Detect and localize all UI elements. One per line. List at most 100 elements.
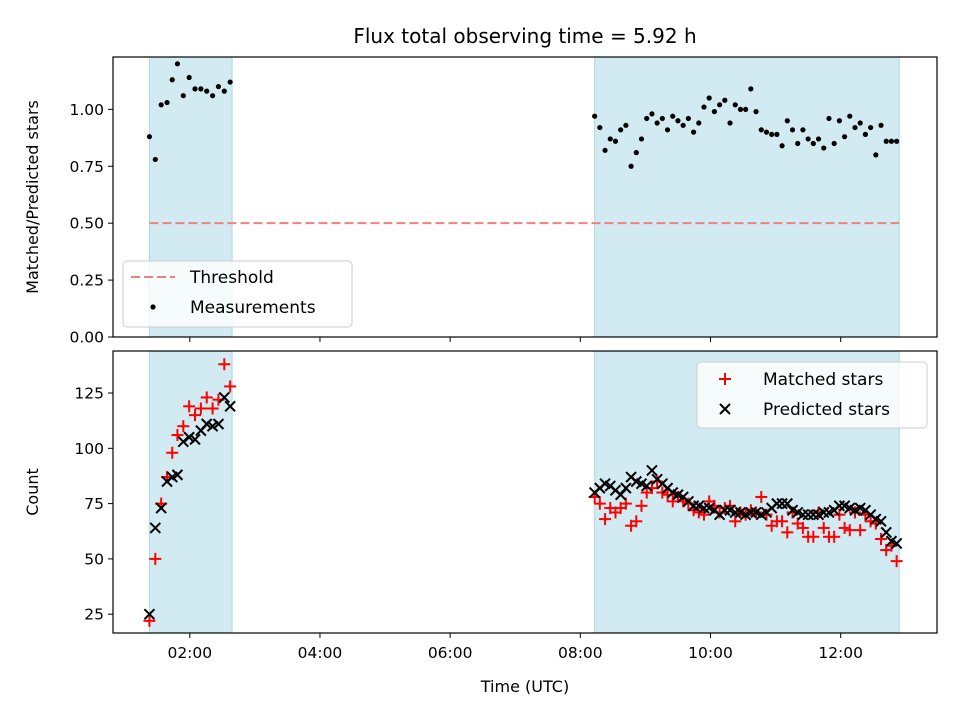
measurement-point <box>680 122 686 128</box>
measurement-point <box>737 106 744 112</box>
predicted-star-point <box>807 508 820 521</box>
measurement-point <box>649 111 655 117</box>
ratio-panel: 0.00 0.25 0.50 0.75 1.00 Matched/Predicted s… <box>23 56 938 347</box>
predicted-star-point <box>818 506 830 519</box>
matched-star-point <box>630 515 643 528</box>
measurement-point <box>675 118 681 124</box>
measurement-point <box>198 86 204 92</box>
measurement-point <box>633 150 639 156</box>
ratio-x-ticks <box>189 337 842 342</box>
measurement-point <box>146 134 153 140</box>
measurement-point <box>180 93 186 99</box>
measurement-point <box>722 97 728 103</box>
matched-star-point <box>875 533 888 545</box>
measurement-point <box>779 143 785 149</box>
matched-star-point <box>166 446 179 459</box>
measurement-point <box>743 106 749 112</box>
measurement-point <box>701 104 707 110</box>
measurement-point <box>664 127 671 133</box>
measurement-point <box>215 83 222 90</box>
predicted-star-point <box>880 526 892 539</box>
measurement-point <box>690 129 697 135</box>
matched-star-point <box>194 402 207 415</box>
x-tick-label: 02:00 <box>167 644 212 662</box>
y-tick-label: 100 <box>74 440 104 458</box>
measurement-point <box>654 120 660 126</box>
y-tick-label: 0.75 <box>69 158 104 176</box>
matched-star-point <box>843 524 856 537</box>
ratio-legend: Threshold Measurements <box>122 260 353 328</box>
measurement-point <box>602 147 608 153</box>
predicted-star-point <box>155 502 167 514</box>
measurement-point <box>623 122 629 128</box>
measurement-point <box>795 140 801 147</box>
measurement-point <box>706 95 712 101</box>
matched-legend-swatch <box>719 373 731 385</box>
measurement-point <box>821 145 827 151</box>
count-y-axis: 25 50 75 100 125 <box>74 385 113 624</box>
predicted-star-point <box>776 497 788 510</box>
observing-interval-2 <box>594 56 900 338</box>
measurement-point <box>748 86 754 92</box>
measurement-point <box>894 138 900 144</box>
matched-star-point <box>854 524 867 537</box>
count-points <box>143 358 903 627</box>
matched-star-point <box>593 497 606 510</box>
measurement-point <box>815 136 822 142</box>
x-tick-label: 08:00 <box>558 644 603 662</box>
measurement-point <box>174 61 181 67</box>
measurement-point <box>644 115 650 122</box>
y-tick-label: 0.00 <box>69 329 104 347</box>
measurement-point <box>847 113 853 119</box>
measurement-point <box>711 109 718 115</box>
measurement-point <box>857 120 863 126</box>
predicted-star-point <box>177 435 190 448</box>
y-tick-label: 1.00 <box>69 101 104 119</box>
matched-star-point <box>177 420 190 433</box>
measurement-point <box>209 93 216 99</box>
matched-star-point <box>890 555 903 568</box>
measurement-point <box>883 138 889 144</box>
measurement-point <box>597 124 603 131</box>
ratio-legend-box <box>122 260 353 328</box>
matched-legend-label: Matched stars <box>763 370 883 390</box>
matched-star-point <box>200 391 213 404</box>
predicted-star-point <box>890 537 903 550</box>
predicted-legend-swatch <box>719 403 731 415</box>
x-tick-label: 06:00 <box>428 644 473 662</box>
matched-star-point <box>599 513 612 526</box>
measurement-point <box>227 79 233 85</box>
predicted-star-point <box>171 469 184 481</box>
y-tick-label: 50 <box>84 550 104 568</box>
measurement-point <box>670 113 676 119</box>
measurement-point <box>727 120 733 126</box>
matched-star-point <box>183 400 196 413</box>
ratio-y-axis: 0.00 0.25 0.50 0.75 1.00 <box>69 101 113 347</box>
predicted-star-point <box>224 400 236 413</box>
matched-star-point <box>143 614 156 627</box>
measurement-point <box>186 74 192 81</box>
y-tick-label: 0.50 <box>69 215 104 233</box>
measurement-point <box>784 118 790 124</box>
measurement-point <box>800 127 806 133</box>
y-tick-label: 0.25 <box>69 272 104 290</box>
measurement-point <box>696 120 702 126</box>
predicted-star-point <box>833 500 846 512</box>
measurement-point <box>158 102 164 108</box>
matched-star-point <box>817 521 830 534</box>
predicted-star-point <box>149 522 162 534</box>
measurement-point <box>868 124 874 131</box>
matched-star-point <box>697 508 710 521</box>
measurement-point <box>607 136 613 142</box>
matched-star-point <box>755 490 768 503</box>
predicted-star-point <box>189 433 201 446</box>
predicted-star-point <box>614 489 627 501</box>
predicted-star-point <box>143 608 156 620</box>
matched-star-point <box>776 515 789 528</box>
predicted-star-point <box>797 508 809 521</box>
measurements-legend-label: Measurements <box>190 298 316 318</box>
matched-star-point <box>619 497 632 510</box>
measurement-point <box>841 134 848 140</box>
ratio-y-axis-label: Matched/Predicted stars <box>23 100 42 294</box>
